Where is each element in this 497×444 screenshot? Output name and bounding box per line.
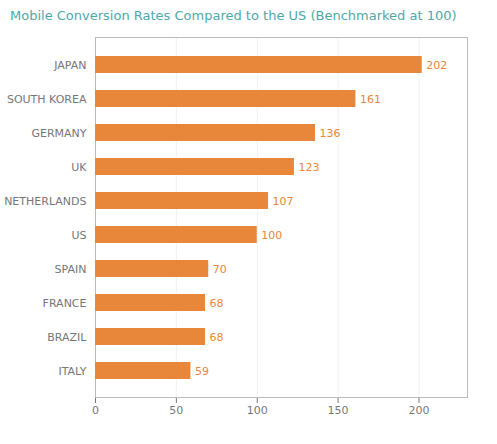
svg-text:123: 123 bbox=[298, 161, 319, 174]
svg-text:68: 68 bbox=[209, 297, 223, 310]
svg-text:59: 59 bbox=[195, 365, 209, 378]
svg-text:50: 50 bbox=[169, 404, 183, 417]
svg-text:SOUTH KOREA: SOUTH KOREA bbox=[7, 93, 87, 106]
svg-text:161: 161 bbox=[360, 93, 381, 106]
svg-text:SPAIN: SPAIN bbox=[55, 263, 87, 276]
svg-text:100: 100 bbox=[247, 404, 268, 417]
svg-text:136: 136 bbox=[319, 127, 340, 140]
svg-text:202: 202 bbox=[426, 59, 447, 72]
svg-text:NETHERLANDS: NETHERLANDS bbox=[4, 195, 86, 208]
svg-text:100: 100 bbox=[261, 229, 282, 242]
svg-text:US: US bbox=[71, 229, 86, 242]
svg-text:ITALY: ITALY bbox=[58, 365, 86, 378]
svg-text:150: 150 bbox=[328, 404, 349, 417]
svg-text:BRAZIL: BRAZIL bbox=[47, 331, 87, 344]
svg-text:68: 68 bbox=[209, 331, 223, 344]
svg-text:GERMANY: GERMANY bbox=[31, 127, 86, 140]
svg-text:70: 70 bbox=[213, 263, 227, 276]
svg-text:FRANCE: FRANCE bbox=[43, 297, 87, 310]
svg-text:200: 200 bbox=[408, 404, 429, 417]
svg-text:UK: UK bbox=[71, 161, 87, 174]
html-text:Mobile Conversion Rates Compar: Mobile Conversion Rates Compared to the … bbox=[10, 8, 457, 23]
svg-text:0: 0 bbox=[92, 404, 99, 417]
svg-text:107: 107 bbox=[273, 195, 294, 208]
svg-text:JAPAN: JAPAN bbox=[53, 59, 86, 72]
